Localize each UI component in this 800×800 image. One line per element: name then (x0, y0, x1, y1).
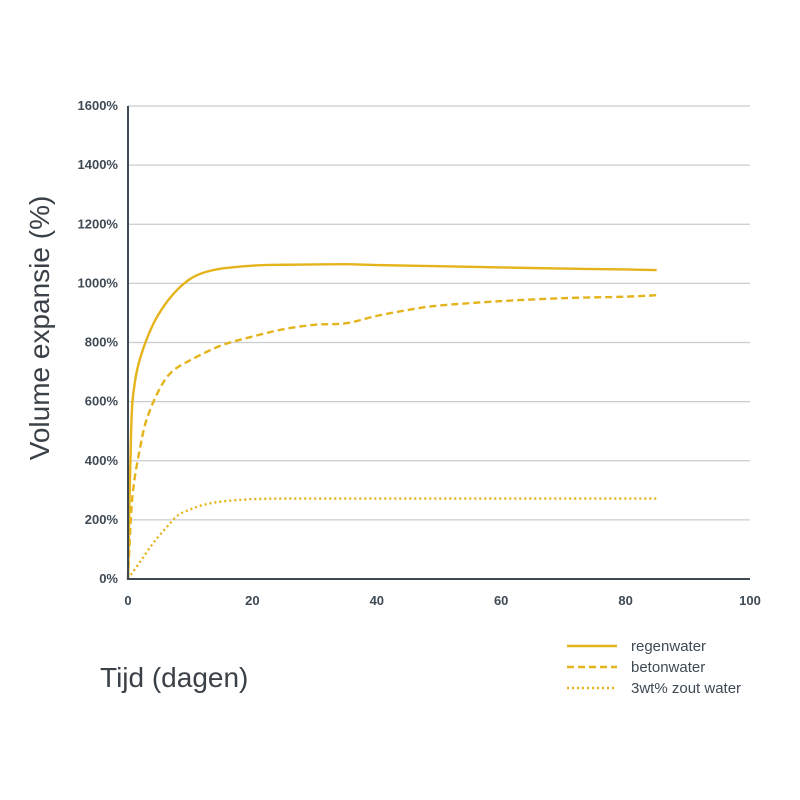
y-tick-label: 200% (85, 512, 119, 527)
series-line-2 (126, 294, 657, 580)
y-axis-label: Volume expansie (%) (24, 196, 55, 461)
series-line-1 (126, 262, 657, 580)
x-tick-label: 20 (245, 593, 259, 608)
y-tick-label: 0% (99, 571, 118, 586)
x-axis-label: Tijd (dagen) (100, 662, 248, 693)
series-line-3 (127, 497, 657, 580)
legend-label: regenwater (631, 638, 706, 655)
y-tick-label: 400% (85, 453, 119, 468)
y-tick-label: 1200% (78, 216, 119, 231)
legend-label: 3wt% zout water (631, 680, 741, 697)
y-tick-label: 600% (85, 394, 119, 409)
y-tick-label: 1000% (78, 275, 119, 290)
x-tick-label: 60 (494, 593, 508, 608)
y-tick-label: 800% (85, 335, 119, 350)
series-lines (126, 262, 657, 580)
x-tick-label: 40 (370, 593, 384, 608)
x-tick-labels: 0 20 40 60 80 100 (124, 593, 760, 608)
y-tick-label: 1400% (78, 157, 119, 172)
legend-label: betonwater (631, 659, 705, 676)
x-tick-label: 100 (739, 593, 761, 608)
x-tick-label: 0 (124, 593, 131, 608)
y-tick-labels: 0% 200% 400% 600% 800% 1000% 1200% 1400% 1600% (78, 98, 119, 586)
legend: regenwater betonwater 3wt% zout water (567, 638, 741, 697)
y-tick-label: 1600% (78, 98, 119, 113)
x-tick-label: 80 (618, 593, 632, 608)
gridlines (128, 105, 750, 521)
